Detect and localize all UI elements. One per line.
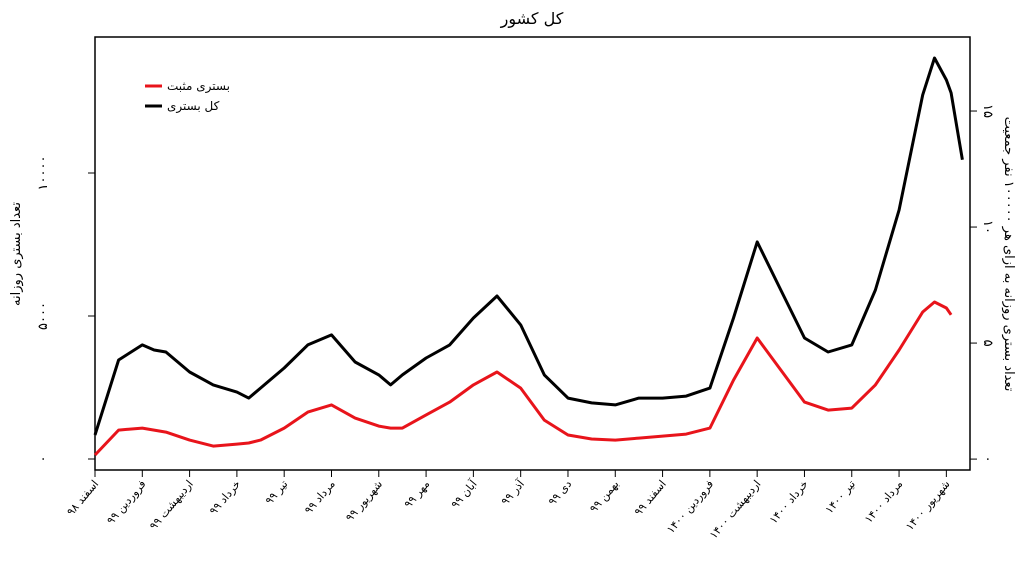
y-tick-label: ۰ <box>36 455 51 462</box>
y-tick-label: ۵۰۰۰ <box>36 302 51 330</box>
y-axis-label: تعداد بستری روزانه <box>9 202 24 306</box>
x-tick-label: مرداد ۱۴۰۰ <box>862 477 905 525</box>
y2-tick-label: ۱۵ <box>980 104 995 118</box>
x-tick-label: آذر ۹۹ <box>498 476 528 508</box>
x-tick-label: فروردین ۱۴۰۰ <box>664 478 716 536</box>
y2-tick-label: ۰ <box>980 456 995 463</box>
x-tick-label: دی ۹۹ <box>546 478 575 509</box>
legend-label: بستری مثبت <box>167 79 230 94</box>
chart-title: کل کشور <box>500 9 564 29</box>
legend-label: کل بستری <box>167 99 220 114</box>
x-tick-label: اردیبهشت ۹۹ <box>147 478 196 533</box>
x-tick-label: مرداد ۹۹ <box>302 477 338 516</box>
x-tick-label: خرداد ۹۹ <box>207 478 243 518</box>
x-tick-label: اسفند ۹۸ <box>64 478 101 519</box>
x-tick-label: شهریور ۹۹ <box>343 478 385 524</box>
y2-tick-label: ۵ <box>980 340 995 347</box>
plot-frame <box>94 36 971 471</box>
series-line <box>93 56 964 436</box>
x-tick-label: تیر ۹۹ <box>263 478 291 508</box>
y2-axis-label: تعداد بستری روزانه به ازای هر ۱۰۰۰۰۰ نفر… <box>1001 117 1016 392</box>
x-tick-label: اردیبهشت ۱۴۰۰ <box>707 478 764 542</box>
x-tick-label: تیر ۱۴۰۰ <box>823 478 858 517</box>
x-tick-label: خرداد ۱۴۰۰ <box>767 478 811 527</box>
x-tick-label: اسفند ۹۹ <box>632 478 669 519</box>
x-tick-label: مهر ۹۹ <box>402 477 433 510</box>
x-tick-label: فروردین ۹۹ <box>104 478 148 527</box>
x-tick-label: بهمن ۹۹ <box>587 478 622 516</box>
y2-tick-label: ۱۰ <box>980 220 995 234</box>
y-tick-label: ۱۰۰۰۰ <box>36 156 51 191</box>
series-line <box>93 300 953 457</box>
x-tick-label: شهریور ۱۴۰۰ <box>903 478 953 534</box>
x-tick-label: آبان ۹۹ <box>448 476 480 511</box>
